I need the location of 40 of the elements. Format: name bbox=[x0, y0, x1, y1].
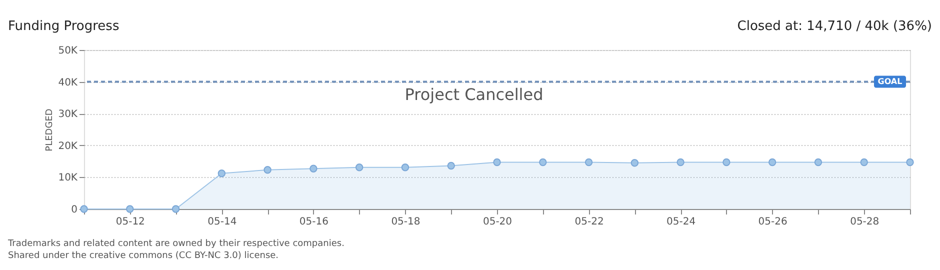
point bbox=[722, 158, 730, 166]
x-tick-label: 05-20 bbox=[482, 216, 512, 228]
x-tick-label: 05-14 bbox=[208, 216, 237, 228]
text: Shared under the creative commons (CC BY-NC 3.0) license. bbox=[8, 251, 279, 261]
y-tick-label: 10K bbox=[58, 172, 78, 184]
y-axis-title: PLEDGED bbox=[45, 108, 56, 152]
y-tick-label: 30K bbox=[58, 109, 78, 120]
point bbox=[768, 158, 776, 166]
point bbox=[126, 205, 134, 213]
x-tick-label: 05-12 bbox=[116, 216, 145, 228]
annotation: Project Cancelled bbox=[404, 85, 544, 104]
y-tick-label: 20K bbox=[58, 140, 78, 152]
text: Trademarks and related content are owned by their respective companies. bbox=[7, 239, 344, 249]
x-tick-label: 05-24 bbox=[666, 216, 696, 228]
point bbox=[355, 163, 364, 172]
y-tick-label: 0 bbox=[71, 204, 78, 216]
x-tick-label: 05-28 bbox=[850, 216, 880, 228]
x-tick-label: 05-16 bbox=[299, 216, 328, 228]
point bbox=[447, 162, 455, 170]
point bbox=[814, 158, 822, 166]
ref-line-label: GOAL bbox=[878, 76, 902, 86]
y-tick-label: 40K bbox=[58, 77, 78, 88]
point bbox=[539, 158, 547, 166]
point bbox=[172, 205, 180, 213]
x-tick-label: 05-22 bbox=[574, 216, 604, 228]
point bbox=[860, 158, 868, 166]
chart-subtitle: Closed at: 14,710 / 40k (36%) bbox=[737, 19, 932, 34]
y-tick-label: 50K bbox=[58, 46, 78, 56]
point bbox=[401, 163, 410, 172]
point bbox=[906, 158, 914, 166]
x-tick-label: 05-26 bbox=[758, 216, 788, 228]
point bbox=[676, 158, 684, 166]
point bbox=[493, 158, 501, 166]
chart-title: Funding Progress bbox=[8, 19, 120, 34]
point bbox=[584, 158, 593, 166]
point bbox=[264, 166, 272, 174]
point bbox=[630, 159, 639, 167]
x-tick-label: 05-18 bbox=[391, 216, 420, 228]
point bbox=[218, 170, 226, 178]
point bbox=[310, 164, 318, 172]
